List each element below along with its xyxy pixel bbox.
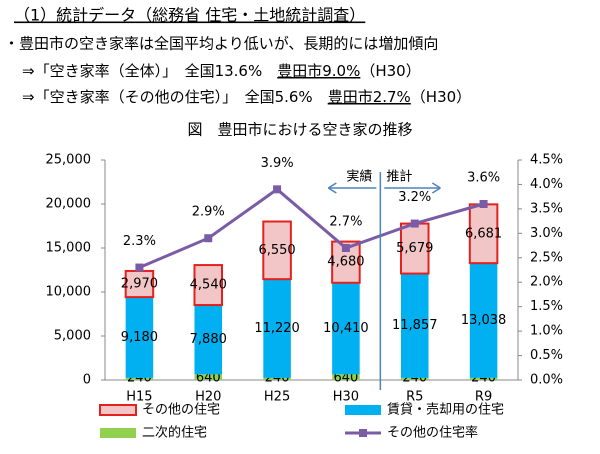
legend-marker [359, 429, 367, 437]
bar-segment [125, 297, 154, 378]
y-tick-label: 0 [83, 373, 91, 388]
data-label: 4,680 [327, 255, 364, 270]
y2-tick-label: 1.5% [530, 299, 563, 314]
rate-label: 3.6% [467, 171, 500, 186]
bar-segment [332, 282, 360, 375]
chart-title: 図 豊田市における空き家の推移 [187, 121, 412, 139]
data-label: 5,679 [396, 241, 433, 256]
bar-segment [399, 222, 430, 275]
chart: 0 5,000 10,000 15,000 20,000 25,000 0.0% 0.5% 1.… [46, 153, 564, 441]
bar-segment [469, 377, 498, 380]
data-label: 11,857 [392, 318, 438, 333]
bar-segment [194, 374, 223, 380]
legend-label: 二次的住宅 [142, 425, 207, 441]
x-tick-label: R5 [406, 390, 423, 405]
rate-line [138, 187, 484, 269]
bar-segment [263, 279, 291, 378]
annotation: 推計 [386, 169, 412, 185]
data-label: 4,540 [190, 278, 227, 293]
data-label: 6,550 [258, 243, 295, 258]
arrow-head [431, 182, 441, 194]
rate-marker [135, 263, 144, 272]
x-tick-label: H15 [126, 390, 152, 405]
arrow-head [327, 182, 337, 194]
y2-tick-label: 2.0% [530, 275, 563, 290]
data-label: 9,180 [121, 330, 158, 345]
bar-segment [400, 273, 429, 378]
bar-segment [263, 377, 291, 380]
note-text: （H30） [360, 62, 420, 80]
legend-label: 賃貸・売却用の住宅 [387, 402, 504, 418]
rate-label: 2.3% [123, 234, 156, 249]
rate-marker [410, 219, 419, 228]
bar-segment [469, 263, 498, 378]
note-text: （H30） [411, 88, 471, 106]
data-label: 6,681 [465, 226, 502, 241]
legend-swatch [100, 428, 136, 438]
y-tick-label: 10,000 [46, 285, 92, 300]
x-tick-label: H25 [264, 390, 290, 405]
x-tick-label: H30 [333, 390, 359, 405]
y2-tick-label: 3.5% [530, 201, 563, 216]
y2-tick-label: 2.5% [530, 250, 563, 265]
rate-marker [204, 234, 213, 243]
legend-label: その他の住宅 [142, 403, 220, 418]
section-title: （1）統計データ（総務省 住宅・土地統計調査） [14, 6, 365, 25]
data-label: 7,880 [190, 332, 227, 347]
y2-tick-label: 0.5% [530, 348, 563, 363]
data-label: 10,410 [323, 321, 369, 336]
bar-segment [262, 220, 292, 281]
rate-marker [273, 185, 282, 194]
data-label: 13,038 [461, 313, 507, 328]
rate-label: 2.7% [329, 215, 362, 230]
bar-segment [125, 377, 154, 380]
legend-swatch [99, 404, 137, 416]
rate-marker [341, 244, 350, 252]
rate-marker [479, 200, 488, 208]
y2-tick-label: 4.0% [530, 177, 563, 192]
annotation: 実績 [346, 169, 372, 185]
y-tick-label: 15,000 [46, 241, 92, 256]
note-text: ⇒「空き家率（全体）」 全国13.6% [22, 62, 277, 80]
legend-label: その他の住宅率 [387, 425, 478, 441]
data-label: 11,220 [254, 321, 300, 336]
bullet: ・豊田市の空き家率は全国平均より低いが、長期的には増加傾向 [4, 35, 438, 53]
y2-tick-label: 3.0% [530, 226, 563, 241]
data-label: 2,970 [121, 277, 158, 292]
note-highlight: 豊田市9.0% [277, 62, 360, 80]
x-tick-label: R9 [475, 390, 492, 405]
bar-segment [400, 377, 429, 380]
rate-label: 2.9% [192, 205, 225, 220]
bar-segment [332, 374, 360, 380]
y2-tick-label: 4.5% [530, 153, 563, 168]
rate-label: 3.2% [398, 190, 431, 205]
y-tick-label: 5,000 [54, 329, 91, 344]
y-tick-label: 25,000 [46, 153, 92, 168]
bar-segment [194, 305, 223, 375]
rate-label: 3.9% [261, 156, 294, 171]
note-text: ⇒「空き家率（その他の住宅）」 全国5.6% [22, 88, 328, 106]
note: ⇒「空き家率（全体）」 全国13.6% 豊田市9.0%（H30） [22, 62, 421, 80]
note-highlight: 豊田市2.7% [328, 88, 411, 106]
bar-segment [124, 269, 155, 299]
bar-segment [193, 264, 224, 307]
y-tick-label: 20,000 [46, 197, 92, 212]
legend-swatch [345, 405, 381, 415]
y2-tick-label: 0.0% [530, 373, 563, 388]
x-tick-label: H20 [195, 390, 221, 405]
note: ⇒「空き家率（その他の住宅）」 全国5.6% 豊田市2.7%（H30） [22, 88, 471, 106]
y2-tick-label: 1.0% [530, 324, 563, 339]
